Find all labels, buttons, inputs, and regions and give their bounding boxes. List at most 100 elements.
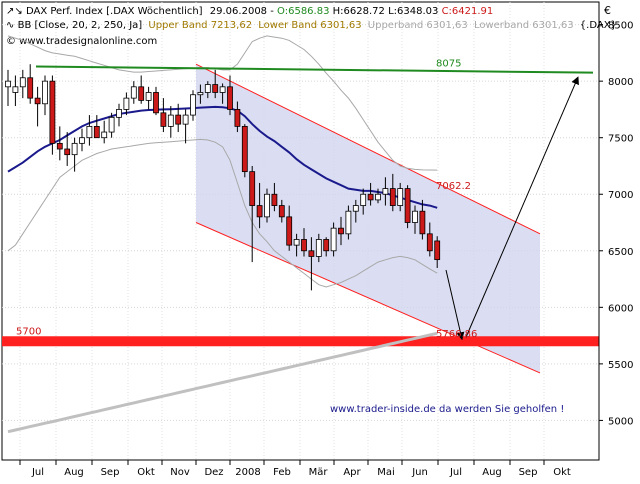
y-tick-label: 7000 [608, 190, 633, 201]
candle-body [190, 94, 196, 116]
x-tick-label: 2008 [235, 467, 260, 478]
candle-body [219, 86, 226, 93]
header-high: H:6628.72 [333, 6, 385, 17]
candlestick-series [5, 64, 441, 291]
candle-body [204, 84, 211, 93]
support-label: 5700 [16, 326, 41, 337]
candle-body [264, 193, 270, 218]
bb-lower: Lower Band 6301,63 [258, 20, 361, 31]
candle-body [293, 239, 300, 246]
candle-body [389, 188, 396, 206]
indicator-lines [7, 35, 438, 434]
resistance-label: 8075 [436, 59, 461, 70]
x-tick-label: Okt [553, 467, 571, 478]
bollinger-lower-line [7, 138, 438, 288]
candle-body [256, 205, 263, 218]
candle-body [426, 233, 433, 252]
y-tick-label: 6000 [608, 303, 633, 314]
x-tick-label: Mär [309, 467, 329, 478]
candle-body [130, 86, 137, 99]
x-tick-label: Jul [31, 467, 44, 478]
projection-arrows [445, 76, 579, 341]
x-axis: Jul Aug Sep Okt Nov Dez 2008 Feb Mär Apr Mai Jun Jul… [2, 459, 599, 478]
candle-body [419, 210, 426, 235]
x-tick-label: Jun [411, 467, 428, 478]
bb-upper: Upper Band 7213,62 [148, 20, 252, 31]
candle-body [434, 240, 441, 261]
candle-body [227, 86, 233, 110]
candle-body [108, 116, 115, 133]
candle-body [116, 109, 122, 118]
x-tick-label: Nov [170, 467, 190, 478]
header-title: DAX Perf. Index [.DAX Wöchentlich] [26, 6, 203, 17]
candle-body [79, 137, 85, 144]
x-tick-label: Aug [64, 467, 84, 478]
candle-body [367, 193, 374, 201]
x-tick-label: Sep [101, 467, 120, 478]
candle-body [182, 114, 189, 125]
x-tick-label: Jul [449, 467, 462, 478]
chart-header: ↗↘ DAX Perf. Index [.DAX Wöchentlich] 29… [6, 6, 617, 47]
channel-top-label: 7062.2 [436, 181, 471, 192]
candle-body [308, 250, 315, 257]
candle-body [412, 210, 418, 223]
candle-body [352, 205, 359, 212]
header-line-2: ∿ BB [Close, 20, 2, 250, Ja] Upper Band … [6, 20, 617, 31]
y-tick-label: 7500 [608, 134, 633, 145]
candle-body [212, 84, 219, 93]
y-tick-label: 5500 [608, 360, 633, 371]
x-tick-label: Apr [343, 467, 361, 478]
header-line-1: ↗↘ DAX Perf. Index [.DAX Wöchentlich] 29… [6, 6, 493, 17]
candle-body [241, 125, 248, 173]
candle-body [86, 125, 93, 139]
candle-body [27, 77, 34, 99]
candle-body [323, 239, 330, 252]
support-bar [2, 336, 599, 347]
candle-body [375, 193, 381, 201]
y-tick-label: 8500 [608, 21, 633, 32]
candle-body [123, 97, 130, 110]
candle-body [271, 193, 278, 206]
header-close: C:6421.91 [442, 6, 494, 17]
candle-body [34, 97, 41, 105]
candle-body [160, 112, 167, 127]
candle-body [234, 109, 241, 127]
projection-arrow-down [445, 269, 465, 341]
candle-body [64, 148, 71, 156]
ma250-line [7, 331, 438, 434]
candle-body [197, 92, 204, 96]
footer-text: www.trader-inside.de da werden Sie gehol… [330, 404, 564, 415]
x-tick-label: Okt [137, 467, 155, 478]
candle-body [101, 131, 108, 139]
candle-body [404, 188, 411, 223]
candle-body [42, 80, 48, 105]
candle-body [360, 193, 367, 206]
projection-arrow-up [465, 76, 579, 338]
channel-bottom-label: 5766.86 [436, 329, 477, 340]
bb-lower-alt: Lowerband 6301,63 [474, 20, 574, 31]
candle-body [56, 142, 63, 150]
y-tick-label: 5000 [608, 416, 633, 427]
candle-body [19, 77, 26, 88]
candle-body [301, 239, 307, 252]
candle-body [382, 188, 389, 195]
candle-body [330, 227, 337, 252]
bollinger-upper-line [7, 35, 438, 171]
x-tick-label: Dez [204, 467, 223, 478]
channel-fill [196, 64, 540, 373]
candle-body [175, 114, 182, 125]
candle-body [338, 227, 344, 235]
y-tick-label: 6500 [608, 247, 633, 258]
candle-body [167, 114, 174, 127]
support-zone [2, 336, 599, 347]
currency-symbol: € [604, 4, 611, 17]
bb-upper-alt: Upperband 6301,63 [368, 20, 468, 31]
x-tick-label: Aug [482, 467, 502, 478]
header-open: O:6586.83 [277, 6, 329, 17]
candle-body [5, 80, 11, 88]
x-tick-label: Sep [519, 467, 538, 478]
candle-body [145, 92, 152, 101]
symbol-arrows: ↗↘ [6, 6, 23, 17]
candle-body [249, 171, 256, 206]
moving-average-line [7, 105, 438, 209]
